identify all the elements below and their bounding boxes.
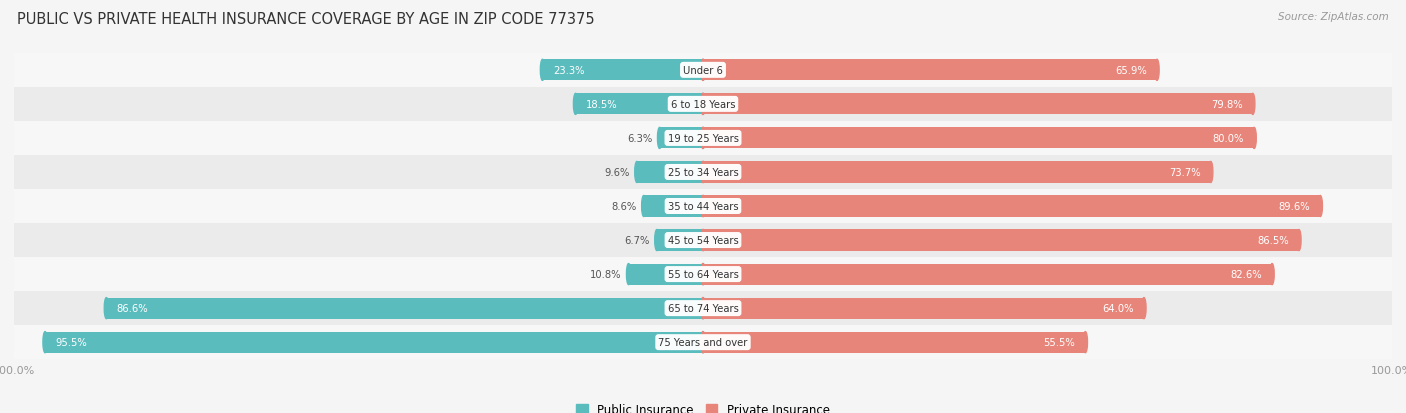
Bar — [703, 196, 1320, 217]
Text: PUBLIC VS PRIVATE HEALTH INSURANCE COVERAGE BY AGE IN ZIP CODE 77375: PUBLIC VS PRIVATE HEALTH INSURANCE COVER… — [17, 12, 595, 27]
Bar — [703, 332, 1085, 353]
Circle shape — [1251, 94, 1256, 115]
Circle shape — [1296, 230, 1301, 251]
Circle shape — [700, 264, 706, 285]
Bar — [14, 54, 1392, 88]
Bar — [703, 298, 1144, 319]
Text: 6 to 18 Years: 6 to 18 Years — [671, 100, 735, 109]
Circle shape — [700, 196, 706, 217]
Circle shape — [574, 94, 578, 115]
Circle shape — [700, 332, 706, 353]
Circle shape — [700, 230, 706, 251]
Circle shape — [700, 60, 706, 81]
Circle shape — [700, 128, 706, 149]
Text: 25 to 34 Years: 25 to 34 Years — [668, 168, 738, 178]
Text: 75 Years and over: 75 Years and over — [658, 337, 748, 347]
Circle shape — [1251, 128, 1257, 149]
Circle shape — [700, 60, 706, 81]
Circle shape — [700, 264, 706, 285]
Bar — [637, 162, 703, 183]
Text: 6.3%: 6.3% — [627, 133, 652, 144]
Text: 45 to 54 Years: 45 to 54 Years — [668, 235, 738, 245]
Circle shape — [700, 94, 706, 115]
Text: 95.5%: 95.5% — [55, 337, 87, 347]
Circle shape — [1142, 298, 1146, 319]
Bar — [14, 156, 1392, 190]
Circle shape — [104, 298, 108, 319]
Bar — [703, 128, 1254, 149]
Text: 10.8%: 10.8% — [591, 269, 621, 280]
Circle shape — [44, 332, 48, 353]
Bar — [628, 264, 703, 285]
Circle shape — [700, 94, 706, 115]
Text: 73.7%: 73.7% — [1168, 168, 1201, 178]
Text: 19 to 25 Years: 19 to 25 Years — [668, 133, 738, 144]
Text: 82.6%: 82.6% — [1230, 269, 1261, 280]
Bar — [45, 332, 703, 353]
Text: 65.9%: 65.9% — [1115, 66, 1147, 76]
Bar — [14, 121, 1392, 156]
Text: 8.6%: 8.6% — [612, 202, 637, 211]
Text: Source: ZipAtlas.com: Source: ZipAtlas.com — [1278, 12, 1389, 22]
Text: 64.0%: 64.0% — [1102, 304, 1133, 313]
Circle shape — [700, 128, 706, 149]
Circle shape — [700, 298, 706, 319]
Text: 86.5%: 86.5% — [1257, 235, 1289, 245]
Text: Under 6: Under 6 — [683, 66, 723, 76]
Circle shape — [655, 230, 659, 251]
Circle shape — [700, 162, 706, 183]
Text: 35 to 44 Years: 35 to 44 Years — [668, 202, 738, 211]
Bar — [14, 190, 1392, 223]
Circle shape — [634, 162, 638, 183]
Bar — [107, 298, 703, 319]
Circle shape — [1083, 332, 1087, 353]
Circle shape — [700, 298, 706, 319]
Bar — [659, 128, 703, 149]
Circle shape — [700, 196, 706, 217]
Circle shape — [1154, 60, 1159, 81]
Bar — [14, 88, 1392, 121]
Circle shape — [540, 60, 544, 81]
Bar — [703, 162, 1211, 183]
Text: 55.5%: 55.5% — [1043, 337, 1076, 347]
Bar — [657, 230, 703, 251]
Text: 6.7%: 6.7% — [624, 235, 650, 245]
Bar — [575, 94, 703, 115]
Text: 89.6%: 89.6% — [1278, 202, 1310, 211]
Legend: Public Insurance, Private Insurance: Public Insurance, Private Insurance — [571, 398, 835, 413]
Bar — [14, 325, 1392, 359]
Text: 79.8%: 79.8% — [1211, 100, 1243, 109]
Text: 18.5%: 18.5% — [586, 100, 617, 109]
Circle shape — [700, 162, 706, 183]
Circle shape — [627, 264, 631, 285]
Text: 9.6%: 9.6% — [605, 168, 630, 178]
Bar — [703, 94, 1253, 115]
Text: 80.0%: 80.0% — [1212, 133, 1244, 144]
Bar — [14, 223, 1392, 257]
Circle shape — [1209, 162, 1213, 183]
Text: 65 to 74 Years: 65 to 74 Years — [668, 304, 738, 313]
Text: 55 to 64 Years: 55 to 64 Years — [668, 269, 738, 280]
Circle shape — [1319, 196, 1323, 217]
Bar — [703, 60, 1157, 81]
Circle shape — [641, 196, 645, 217]
Bar — [543, 60, 703, 81]
Bar — [14, 257, 1392, 292]
Circle shape — [700, 332, 706, 353]
Text: 86.6%: 86.6% — [117, 304, 149, 313]
Circle shape — [1270, 264, 1274, 285]
Bar — [644, 196, 703, 217]
Circle shape — [700, 230, 706, 251]
Bar — [703, 230, 1299, 251]
Bar — [703, 264, 1272, 285]
Bar — [14, 292, 1392, 325]
Text: 23.3%: 23.3% — [553, 66, 585, 76]
Circle shape — [658, 128, 662, 149]
